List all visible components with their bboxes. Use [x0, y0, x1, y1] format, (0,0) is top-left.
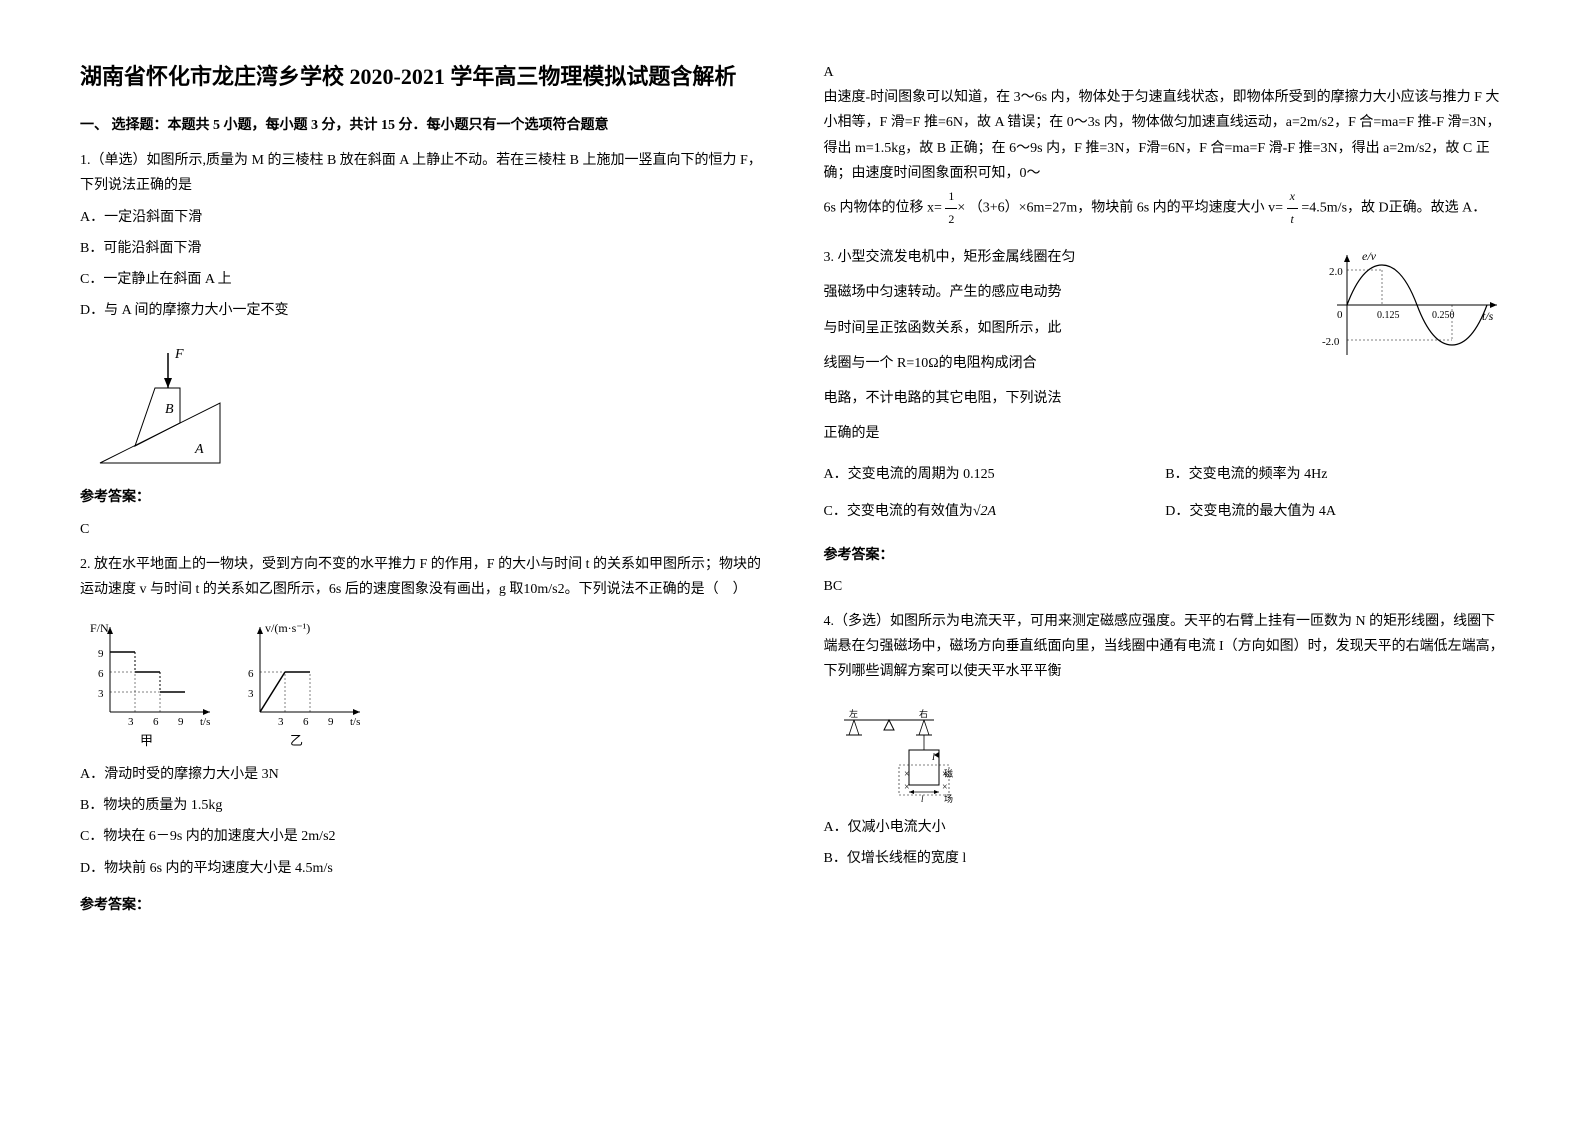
q4-option-b: B．仅增长线框的宽度 l [824, 846, 1508, 871]
q2-figure: F/N 3 6 9 3 6 9 t/s 甲 [80, 612, 764, 752]
svg-text:9: 9 [98, 648, 104, 660]
q2-option-d: D．物块前 6s 内的平均速度大小是 4.5m/s [80, 856, 764, 881]
q4-option-a: A．仅减小电流大小 [824, 815, 1508, 840]
svg-text:6: 6 [303, 716, 309, 728]
svg-text:6: 6 [153, 716, 159, 728]
svg-text:3: 3 [98, 688, 104, 700]
question-4: 4.（多选）如图所示为电流天平，可用来测定磁感应强度。天平的右臂上挂有一匝数为 … [824, 609, 1508, 871]
q3-line6: 正确的是 [824, 421, 1508, 446]
q1-answer: C [80, 517, 764, 542]
svg-text:A: A [194, 442, 204, 457]
svg-text:3: 3 [128, 716, 134, 728]
page-title: 湖南省怀化市龙庄湾乡学校 2020-2021 学年高三物理模拟试题含解析 [80, 60, 764, 93]
q2-explanation-2: 6s 内物体的位移 x= 12× （3+6）×6m=27m，物块前 6s 内的平… [824, 186, 1508, 230]
question-3: e/v t/s 2.0 -2.0 0 0.125 0.250 3. 小 [824, 245, 1508, 599]
svg-text:0.125: 0.125 [1377, 310, 1400, 321]
q3-option-c: C．交变电流的有效值为√2A [824, 499, 1166, 524]
svg-text:0.250: 0.250 [1432, 310, 1455, 321]
svg-text:3: 3 [248, 688, 254, 700]
section-header: 一、 选择题：本题共 5 小题，每小题 3 分，共计 15 分．每小题只有一个选… [80, 113, 764, 138]
q2-explanation-1: 由速度-时间图象可以知道，在 3～6s 内，物体处于匀速直线状态，即物体所受到的… [824, 85, 1508, 186]
question-1: 1.（单选）如图所示,质量为 M 的三棱柱 B 放在斜面 A 上静止不动。若在三… [80, 148, 764, 542]
svg-text:F: F [174, 347, 184, 362]
svg-text:2.0: 2.0 [1329, 266, 1343, 278]
q1-stem: 1.（单选）如图所示,质量为 M 的三棱柱 B 放在斜面 A 上静止不动。若在三… [80, 148, 764, 198]
q2-option-c: C．物块在 6－9s 内的加速度大小是 2m/s2 [80, 824, 764, 849]
q2-stem: 2. 放在水平地面上的一物块，受到方向不变的水平推力 F 的作用，F 的大小与时… [80, 552, 764, 602]
svg-text:I: I [931, 752, 936, 762]
q1-option-c: C．一定静止在斜面 A 上 [80, 267, 764, 292]
svg-text:×: × [904, 782, 910, 793]
q3-option-b: B．交变电流的频率为 4Hz [1165, 462, 1507, 487]
svg-text:-2.0: -2.0 [1322, 336, 1340, 348]
q3-option-a: A．交变电流的周期为 0.125 [824, 462, 1166, 487]
svg-text:乙: 乙 [290, 733, 303, 748]
answer-label-3: 参考答案： [824, 543, 1508, 568]
svg-text:e/v: e/v [1362, 249, 1377, 263]
svg-text:t/s: t/s [1482, 309, 1494, 323]
svg-text:0: 0 [1337, 309, 1343, 321]
question-2: 2. 放在水平地面上的一物块，受到方向不变的水平推力 F 的作用，F 的大小与时… [80, 552, 764, 918]
svg-text:F/N: F/N [90, 621, 109, 635]
q2-answer: A [824, 60, 1508, 85]
svg-text:6: 6 [248, 668, 254, 680]
q1-figure: F B A [80, 333, 764, 473]
answer-label: 参考答案： [80, 485, 764, 510]
q4-stem: 4.（多选）如图所示为电流天平，可用来测定磁感应强度。天平的右臂上挂有一匝数为 … [824, 609, 1508, 685]
svg-text:3: 3 [278, 716, 284, 728]
svg-text:t/s: t/s [350, 716, 360, 728]
svg-text:v/(m·s⁻¹): v/(m·s⁻¹) [265, 621, 310, 635]
q3-answer: BC [824, 574, 1508, 599]
svg-text:9: 9 [328, 716, 334, 728]
svg-text:6: 6 [98, 668, 104, 680]
svg-text:甲: 甲 [140, 733, 153, 748]
q3-figure: e/v t/s 2.0 -2.0 0 0.125 0.250 [1307, 245, 1507, 374]
q3-line5: 电路，不计电路的其它电阻，下列说法 [824, 386, 1508, 411]
svg-text:磁: 磁 [944, 768, 953, 779]
q1-option-d: D．与 A 间的摩擦力大小一定不变 [80, 298, 764, 323]
svg-text:9: 9 [178, 716, 184, 728]
svg-text:t/s: t/s [200, 716, 210, 728]
svg-text:左: 左 [849, 708, 858, 719]
svg-text:l: l [921, 794, 924, 804]
svg-text:场: 场 [944, 794, 953, 804]
q2-option-b: B．物块的质量为 1.5kg [80, 793, 764, 818]
svg-text:×: × [942, 782, 948, 793]
q1-option-a: A．一定沿斜面下滑 [80, 205, 764, 230]
svg-text:×: × [904, 769, 910, 780]
answer-label-2: 参考答案： [80, 893, 764, 918]
q3-option-d: D．交变电流的最大值为 4A [1165, 499, 1507, 524]
svg-text:右: 右 [919, 708, 928, 719]
q2-option-a: A．滑动时受的摩擦力大小是 3N [80, 762, 764, 787]
q1-option-b: B．可能沿斜面下滑 [80, 236, 764, 261]
svg-text:B: B [165, 402, 174, 417]
q4-figure: 左 右 × × × × I [824, 695, 1508, 805]
